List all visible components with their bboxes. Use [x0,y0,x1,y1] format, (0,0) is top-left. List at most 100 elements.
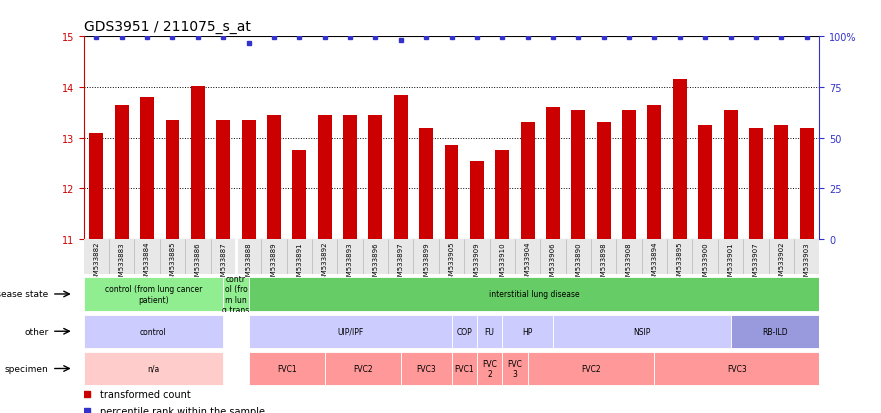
Bar [84,315,223,348]
Bar [223,278,248,311]
Bar [140,98,154,240]
Bar [292,151,307,240]
Bar [451,315,477,348]
Text: GSM533910: GSM533910 [500,241,505,284]
Bar [477,352,502,385]
Bar [800,128,814,240]
Text: GSM533886: GSM533886 [195,241,201,284]
Bar [84,352,223,385]
Text: specimen: specimen [4,364,48,373]
Bar [673,80,687,240]
Text: GSM533896: GSM533896 [373,241,379,284]
Text: GSM533909: GSM533909 [474,241,480,284]
Text: FVC3: FVC3 [727,364,747,373]
Bar [723,111,737,240]
Bar [248,278,819,311]
Text: transformed count: transformed count [100,389,190,399]
Text: disease state: disease state [0,290,48,299]
Bar [401,352,451,385]
Bar [166,121,180,240]
Text: GSM533884: GSM533884 [144,241,150,284]
Text: GSM533893: GSM533893 [347,241,353,284]
Bar [216,121,230,240]
Text: interstitial lung disease: interstitial lung disease [489,290,580,299]
Text: GSM533901: GSM533901 [728,241,734,284]
Text: NSIP: NSIP [633,327,650,336]
Text: GSM533898: GSM533898 [601,241,607,284]
Bar [648,105,662,240]
Text: GSM533897: GSM533897 [398,241,403,284]
Text: FVC3: FVC3 [416,364,436,373]
Bar [596,123,611,240]
Text: GSM533900: GSM533900 [702,241,708,284]
Text: FVC2: FVC2 [353,364,373,373]
Text: COP: COP [456,327,472,336]
Text: FVC1: FVC1 [277,364,296,373]
Bar [477,315,502,348]
Bar [699,126,712,240]
Bar [730,315,819,348]
Text: UIP/IPF: UIP/IPF [337,327,363,336]
Text: GSM533885: GSM533885 [169,241,175,284]
Text: GSM533902: GSM533902 [778,241,784,284]
Bar [528,352,655,385]
Text: percentile rank within the sample: percentile rank within the sample [100,406,265,413]
Text: contr
ol (fro
m lun
g trans: contr ol (fro m lun g trans [222,274,249,314]
Text: control (from lung cancer
patient): control (from lung cancer patient) [105,285,202,304]
Text: GSM533907: GSM533907 [753,241,759,284]
Text: GSM533903: GSM533903 [803,241,810,284]
Bar [502,352,528,385]
Bar [749,128,763,240]
Text: GSM533894: GSM533894 [651,241,657,284]
Text: GSM533882: GSM533882 [93,241,100,284]
Bar [521,123,535,240]
Text: GSM533899: GSM533899 [423,241,429,284]
Bar [343,116,357,240]
Text: other: other [25,327,48,336]
Bar [318,116,331,240]
Bar [191,87,204,240]
Bar [248,352,325,385]
Text: control: control [140,327,167,336]
Bar [572,111,585,240]
Bar [546,108,560,240]
Bar [325,352,401,385]
Bar [451,352,477,385]
Text: FVC
2: FVC 2 [482,359,497,378]
Text: HP: HP [522,327,533,336]
Text: GSM533908: GSM533908 [626,241,632,284]
Text: FVC2: FVC2 [581,364,601,373]
Bar [553,315,730,348]
Text: GSM533892: GSM533892 [322,241,328,284]
Bar [84,278,223,311]
Text: GSM533883: GSM533883 [119,241,125,284]
Text: FVC
3: FVC 3 [507,359,522,378]
Bar [115,105,129,240]
Text: GSM533888: GSM533888 [246,241,252,284]
Text: GSM533891: GSM533891 [296,241,302,284]
Text: n/a: n/a [147,364,159,373]
Bar [445,146,458,240]
Bar [89,133,103,240]
Bar [774,126,788,240]
Bar [495,151,509,240]
Text: GSM533895: GSM533895 [677,241,683,284]
Text: GSM533887: GSM533887 [220,241,226,284]
Bar [419,128,433,240]
Text: GSM533890: GSM533890 [575,241,581,284]
Text: GSM533889: GSM533889 [271,241,277,284]
Text: GSM533905: GSM533905 [448,241,455,284]
Text: RB-ILD: RB-ILD [762,327,788,336]
Bar [502,315,553,348]
Bar [368,116,382,240]
Bar [248,315,451,348]
Bar [241,121,255,240]
Text: GDS3951 / 211075_s_at: GDS3951 / 211075_s_at [84,20,250,34]
Text: GSM533904: GSM533904 [524,241,530,284]
Bar [655,352,819,385]
Bar [267,116,281,240]
Text: FVC1: FVC1 [455,364,474,373]
Bar [622,111,636,240]
Text: FU: FU [485,327,494,336]
Bar [470,161,484,240]
